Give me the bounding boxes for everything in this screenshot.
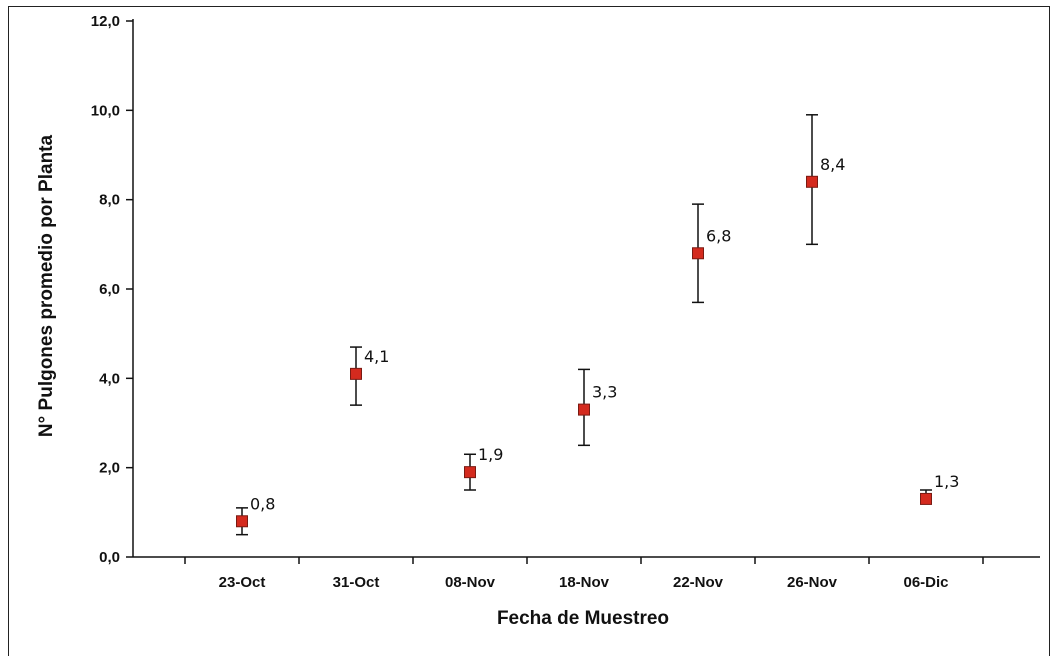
data-point <box>920 492 932 505</box>
y-tick-label: 6,0 <box>99 281 120 298</box>
data-point <box>692 247 704 260</box>
data-label: 8,4 <box>820 155 845 174</box>
data-points <box>236 175 932 528</box>
data-point <box>578 403 590 416</box>
data-point <box>464 466 476 479</box>
data-label: 0,8 <box>250 494 275 513</box>
data-point <box>236 515 248 528</box>
x-tick-label: 23-Oct <box>219 574 266 591</box>
x-tick-label: 26-Nov <box>787 574 838 591</box>
x-ticks: 23-Oct 31-Oct 08-Nov 18-Nov 22-Nov 26-Nov 06-D… <box>184 557 984 591</box>
axes <box>132 19 1040 558</box>
data-label: 4,1 <box>364 347 389 366</box>
y-ticks: 0,0 2,0 4,0 6,0 8,0 10,0 12,0 <box>91 13 133 566</box>
y-tick-label: 4,0 <box>99 370 120 387</box>
y-axis-title: N° Pulgones promedio por Planta <box>36 135 57 438</box>
chart-frame <box>8 6 1050 656</box>
x-tick-label: 06-Dic <box>903 574 948 591</box>
y-tick-label: 12,0 <box>91 13 120 30</box>
x-tick-label: 08-Nov <box>445 574 496 591</box>
y-tick-label: 2,0 <box>99 460 120 477</box>
data-point <box>350 367 362 380</box>
x-tick-label: 31-Oct <box>333 574 380 591</box>
data-point <box>806 175 818 188</box>
y-tick-label: 0,0 <box>99 549 120 566</box>
data-label: 1,3 <box>934 472 959 491</box>
y-tick-label: 8,0 <box>99 192 120 209</box>
x-tick-label: 18-Nov <box>559 574 610 591</box>
x-axis-title: Fecha de Muestreo <box>497 608 669 629</box>
x-tick-label: 22-Nov <box>673 574 724 591</box>
data-labels: 0,8 4,1 1,9 3,3 6,8 8,4 1,3 <box>250 155 959 513</box>
data-label: 1,9 <box>478 445 503 464</box>
y-tick-label: 10,0 <box>91 102 120 119</box>
error-bars <box>236 114 932 536</box>
data-label: 3,3 <box>592 383 617 402</box>
data-label: 6,8 <box>706 226 731 245</box>
